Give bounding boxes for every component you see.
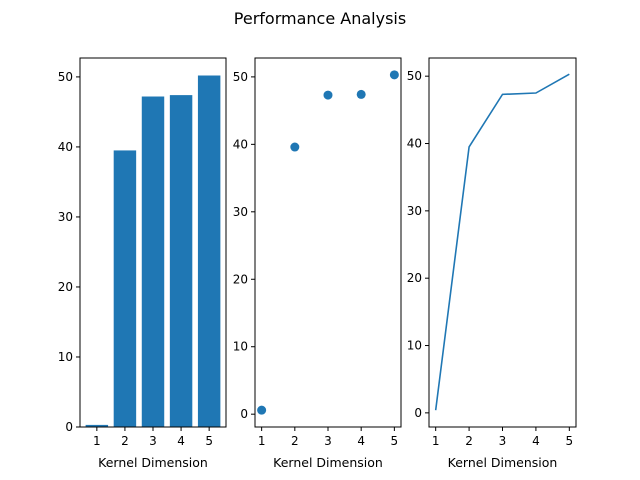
y-tick-label: 40 xyxy=(58,140,73,154)
axes-frame xyxy=(254,57,402,428)
x-tick-label: 5 xyxy=(391,434,399,448)
y-tick-label: 0 xyxy=(240,407,248,421)
y-tick-label: 0 xyxy=(414,406,422,420)
x-axis-label: Kernel Dimension xyxy=(98,455,208,470)
x-tick-label: 1 xyxy=(432,434,440,448)
scatter-point-2 xyxy=(290,142,300,152)
x-tick-label: 4 xyxy=(532,434,540,448)
x-tick-label: 4 xyxy=(357,434,365,448)
series-line xyxy=(434,73,570,411)
y-tick-label: 50 xyxy=(58,70,73,84)
y-tick-label: 40 xyxy=(233,137,248,151)
y-tick-label: 30 xyxy=(58,210,73,224)
x-tick-label: 2 xyxy=(121,434,129,448)
bar-2 xyxy=(113,150,137,427)
bar-5 xyxy=(197,75,221,427)
x-axis-label: Kernel Dimension xyxy=(448,455,558,470)
scatter-point-5 xyxy=(389,70,399,80)
bar-3 xyxy=(141,96,165,427)
y-tick-label: 10 xyxy=(233,340,248,354)
y-tick-label: 50 xyxy=(233,70,248,84)
y-tick-label: 30 xyxy=(407,204,422,218)
x-tick-label: 3 xyxy=(149,434,157,448)
y-tick-label: 20 xyxy=(407,271,422,285)
y-tick-label: 10 xyxy=(58,350,73,364)
x-tick-label: 4 xyxy=(177,434,185,448)
x-tick-label: 3 xyxy=(324,434,332,448)
x-tick-label: 2 xyxy=(291,434,299,448)
x-axis-label: Kernel Dimension xyxy=(273,455,383,470)
x-tick-label: 1 xyxy=(93,434,101,448)
x-tick-label: 1 xyxy=(258,434,266,448)
x-tick-label: 5 xyxy=(205,434,213,448)
y-tick-label: 10 xyxy=(407,339,422,353)
scatter-point-3 xyxy=(323,90,333,100)
chart-title: Performance Analysis xyxy=(234,9,406,28)
y-tick-label: 50 xyxy=(407,69,422,83)
scatter-point-4 xyxy=(356,89,366,99)
bar-1 xyxy=(85,424,109,427)
y-tick-label: 0 xyxy=(65,420,73,434)
y-tick-label: 20 xyxy=(233,272,248,286)
y-tick-label: 30 xyxy=(233,205,248,219)
scatter-point-1 xyxy=(257,405,267,415)
x-tick-label: 5 xyxy=(565,434,573,448)
y-tick-label: 40 xyxy=(407,137,422,151)
x-tick-label: 3 xyxy=(499,434,507,448)
bar-4 xyxy=(169,95,193,428)
x-tick-label: 2 xyxy=(465,434,473,448)
y-tick-label: 20 xyxy=(58,280,73,294)
axes-frame xyxy=(428,57,577,428)
